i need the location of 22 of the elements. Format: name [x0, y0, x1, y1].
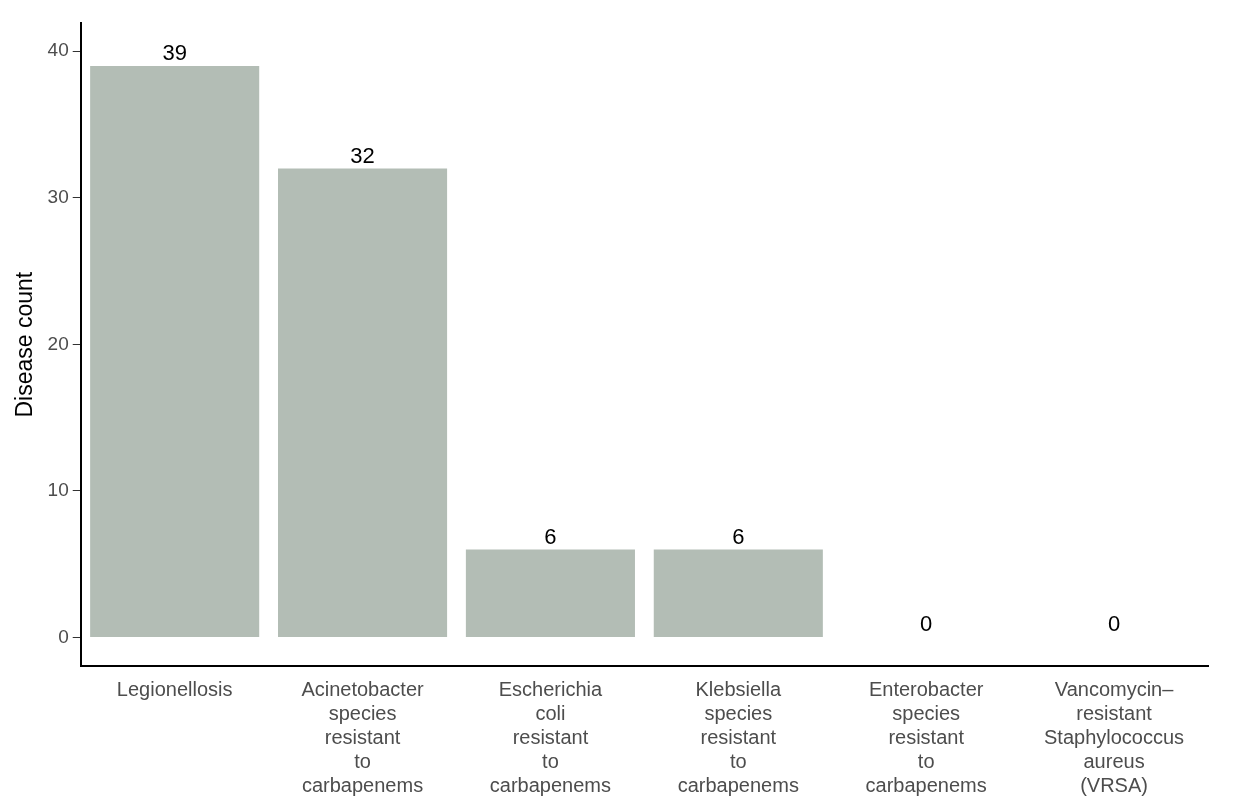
bar: [465, 549, 635, 637]
x-tick-label: Enterobacter species resistant to carbapenems: [865, 677, 987, 796]
data-label: 6: [544, 523, 557, 549]
x-tick-label: Vancomycin–resistant Staphylococcus aureus (VRSA): [1044, 677, 1185, 796]
x-tick-label: Escherichia coli resistant to carbapenems: [489, 677, 612, 796]
bar: [653, 549, 823, 637]
bar: [278, 168, 448, 637]
x-tick-label: Acinetobacter species resistant to carbapenems: [301, 677, 425, 796]
y-tick-label: 30: [47, 186, 69, 208]
data-label: 0: [1107, 611, 1121, 637]
bar: [90, 65, 260, 637]
y-tick-label: 0: [58, 625, 69, 647]
y-tick-label: 10: [47, 479, 69, 501]
y-tick-label: 20: [47, 332, 69, 354]
x-tick-label: Klebsiella species resistant to carbapenems: [677, 677, 799, 796]
data-label: 0: [920, 611, 933, 637]
y-tick-label: 40: [47, 39, 69, 61]
x-tick-label: Legionellosis: [116, 677, 233, 700]
data-label: 32: [350, 142, 375, 168]
data-label: 39: [162, 39, 187, 65]
y-axis-title: Disease count: [11, 271, 38, 418]
data-label: 6: [732, 523, 745, 549]
